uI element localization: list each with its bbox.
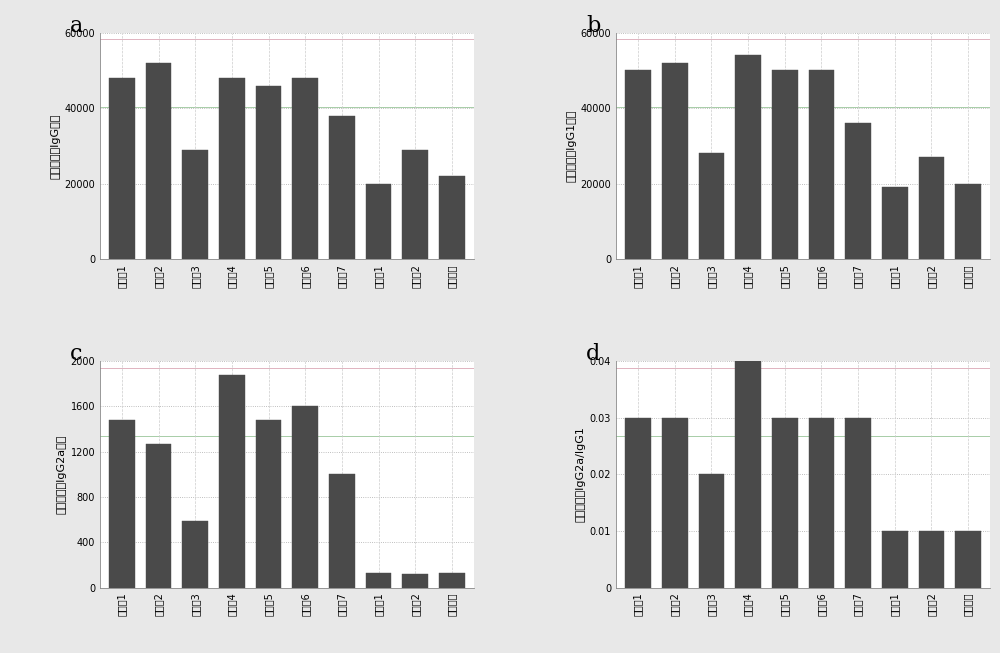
Bar: [329, 116, 355, 259]
Bar: [919, 531, 944, 588]
Bar: [402, 150, 428, 259]
Bar: [955, 531, 981, 588]
Bar: [146, 444, 171, 588]
Bar: [882, 187, 908, 259]
Bar: [662, 63, 688, 259]
Text: b: b: [586, 14, 601, 37]
Bar: [182, 521, 208, 588]
Bar: [182, 150, 208, 259]
Bar: [882, 531, 908, 588]
Y-axis label: 多糖特异性IgG2a/IgG1: 多糖特异性IgG2a/IgG1: [576, 426, 586, 522]
Bar: [366, 183, 391, 259]
Bar: [109, 78, 135, 259]
Bar: [256, 420, 281, 588]
Bar: [219, 78, 245, 259]
Bar: [109, 420, 135, 588]
Bar: [329, 475, 355, 588]
Bar: [772, 71, 798, 259]
Y-axis label: 多糖特异性IgG1滴度: 多糖特异性IgG1滴度: [566, 110, 576, 182]
Text: d: d: [586, 343, 601, 365]
Bar: [146, 63, 171, 259]
Bar: [772, 418, 798, 588]
Bar: [699, 475, 724, 588]
Bar: [292, 78, 318, 259]
Bar: [662, 418, 688, 588]
Bar: [625, 71, 651, 259]
Bar: [256, 86, 281, 259]
Bar: [735, 56, 761, 259]
Bar: [735, 361, 761, 588]
Y-axis label: 多糖特异性IgG滴度: 多糖特异性IgG滴度: [50, 113, 60, 179]
Bar: [625, 418, 651, 588]
Text: a: a: [70, 14, 83, 37]
Bar: [809, 418, 834, 588]
Bar: [699, 153, 724, 259]
Bar: [919, 157, 944, 259]
Bar: [845, 123, 871, 259]
Bar: [292, 406, 318, 588]
Bar: [366, 573, 391, 588]
Text: c: c: [70, 343, 83, 365]
Bar: [439, 176, 465, 259]
Bar: [402, 574, 428, 588]
Bar: [219, 375, 245, 588]
Y-axis label: 多糖特异性IgG2a滴度: 多糖特异性IgG2a滴度: [56, 435, 66, 514]
Bar: [809, 71, 834, 259]
Bar: [439, 573, 465, 588]
Bar: [955, 183, 981, 259]
Bar: [845, 418, 871, 588]
